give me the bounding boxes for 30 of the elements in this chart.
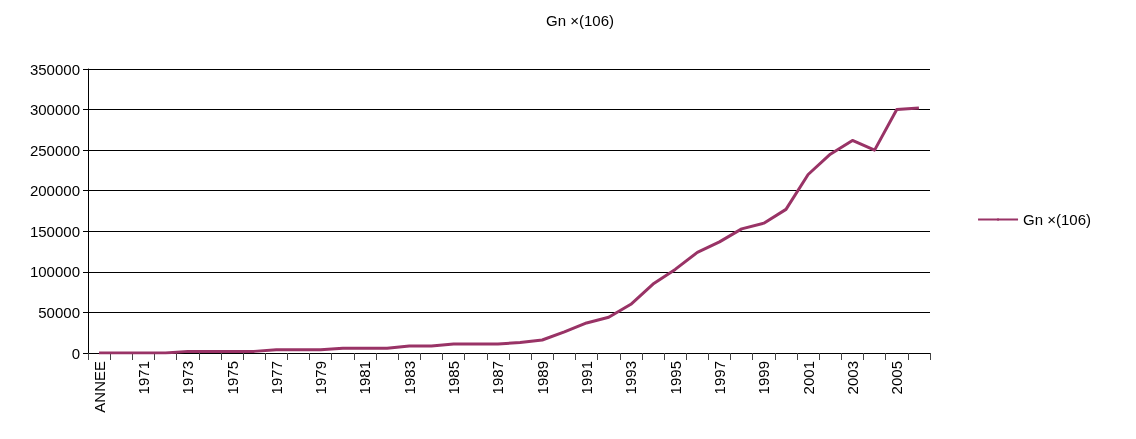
x-tick-label: 2001 (799, 361, 817, 395)
x-tick-label: 1977 (267, 361, 285, 395)
chart-title: Gn ×(106) (546, 12, 614, 29)
x-tick-label: 2003 (843, 361, 861, 395)
y-tick-label: 0 (71, 344, 80, 362)
x-tick-label: ANNEE (90, 361, 108, 413)
line-series (97, 106, 921, 355)
x-tick-label: 1971 (134, 361, 152, 395)
x-tick-label: 1991 (578, 361, 596, 395)
x-tick-label: 1985 (445, 361, 463, 395)
x-tick-label: 1989 (533, 361, 551, 395)
x-tick-label: 1997 (711, 361, 728, 395)
x-tick-label: 1983 (400, 361, 418, 395)
y-tick-label: 100000 (29, 263, 80, 281)
y-tick-label: 150000 (29, 222, 80, 240)
x-tick-label: 1979 (312, 361, 330, 395)
y-tick-label: 350000 (29, 60, 80, 78)
x-tick-label: 1993 (622, 361, 640, 395)
y-tick-label: 50000 (38, 303, 80, 321)
x-tick-label: 1981 (356, 361, 374, 395)
x-tick-label: 1973 (179, 361, 197, 395)
x-tick-label: 1999 (755, 361, 773, 395)
x-tick-label: 1995 (666, 361, 684, 395)
x-tick-label: 2005 (888, 361, 906, 395)
y-tick-label: 300000 (29, 101, 80, 119)
x-tick-label: 1987 (489, 361, 507, 395)
legend-label: Gn ×(106) (1023, 211, 1092, 228)
x-tick-label: 1975 (223, 361, 241, 395)
y-tick-label: 200000 (29, 182, 80, 200)
y-tick-label: 250000 (29, 141, 80, 159)
